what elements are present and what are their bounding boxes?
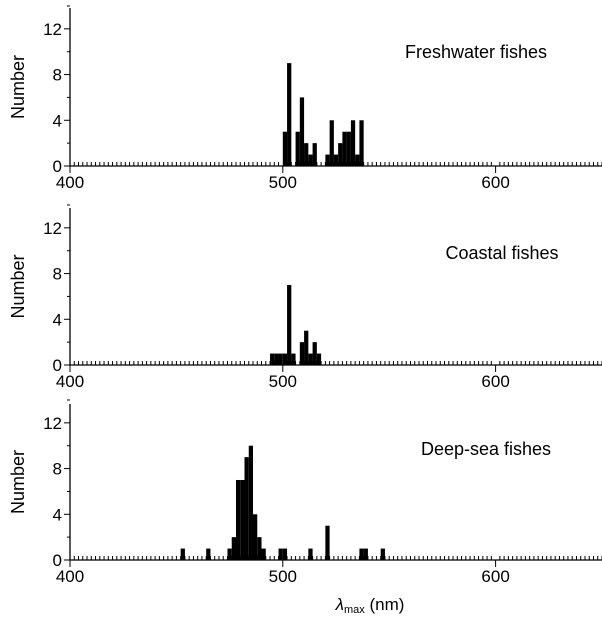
bar	[338, 143, 343, 166]
bar	[282, 548, 288, 560]
bar	[248, 445, 254, 560]
y-tick-label: 0	[53, 551, 62, 570]
bar	[350, 120, 356, 166]
x-tick-label: 600	[481, 173, 509, 192]
bar	[363, 548, 368, 560]
bar	[312, 143, 317, 166]
bar	[287, 284, 292, 365]
bar	[359, 120, 364, 166]
bar	[359, 548, 364, 560]
panel-label: Deep-sea fishes	[421, 439, 551, 459]
y-axis-label: Number	[8, 450, 28, 514]
bar	[282, 353, 288, 365]
bar	[287, 63, 292, 166]
x-tick-label: 400	[56, 173, 84, 192]
bar	[180, 548, 185, 560]
x-tick-label: 500	[269, 173, 297, 192]
y-tick-label: 4	[53, 310, 62, 329]
bar	[346, 131, 351, 166]
bar	[380, 548, 385, 560]
bar	[295, 131, 300, 166]
x-tick-label: 500	[269, 567, 297, 586]
bar	[333, 154, 339, 166]
bar	[325, 154, 330, 166]
panel-0: 0 4 8 12 400 500 600 Number Freshwater fishes	[8, 5, 602, 192]
y-tick-label: 12	[43, 219, 62, 238]
bar	[206, 548, 211, 560]
bar	[270, 353, 275, 365]
bar	[257, 537, 262, 560]
bar	[278, 353, 283, 365]
bar	[282, 131, 288, 166]
bar	[299, 97, 305, 166]
bar	[308, 353, 313, 365]
panel-label: Coastal fishes	[445, 243, 558, 263]
y-axis-label: Number	[8, 254, 28, 318]
y-tick-label: 4	[53, 505, 62, 524]
bar	[325, 525, 330, 560]
x-axis-label: λmax (nm)	[335, 595, 405, 616]
x-axis-label-symbol: λ	[335, 595, 344, 614]
bar	[308, 548, 313, 560]
x-tick-label: 600	[481, 372, 509, 391]
bar	[231, 537, 236, 560]
panel-1: 0 4 8 12 400 500 600 Number Coastal fishes	[8, 204, 602, 391]
y-tick-label: 8	[53, 460, 62, 479]
bar	[227, 548, 232, 560]
bar	[304, 143, 309, 166]
y-tick-label: 12	[43, 414, 62, 433]
bar	[240, 479, 245, 560]
x-tick-label: 400	[56, 567, 84, 586]
x-tick-label: 400	[56, 372, 84, 391]
y-tick-label: 0	[53, 157, 62, 176]
y-axis-label: Number	[8, 55, 28, 119]
y-tick-label: 0	[53, 356, 62, 375]
panel-2: 0 4 8 12 400 500 600 Number Deep-sea fishes	[8, 399, 602, 586]
bar	[304, 330, 309, 365]
y-tick-label: 8	[53, 66, 62, 85]
y-tick-label: 8	[53, 265, 62, 284]
bar	[342, 131, 347, 166]
bar	[253, 514, 258, 560]
bar	[244, 457, 249, 560]
bar	[299, 342, 305, 365]
x-tick-label: 500	[269, 372, 297, 391]
bar	[261, 548, 266, 560]
bar	[312, 342, 317, 365]
bar	[308, 154, 313, 166]
bar	[329, 120, 334, 166]
x-axis-label-unit: (nm)	[365, 595, 405, 614]
bar	[278, 548, 283, 560]
y-tick-label: 12	[43, 20, 62, 39]
bar	[291, 353, 296, 365]
x-tick-label: 600	[481, 567, 509, 586]
panel-label: Freshwater fishes	[405, 42, 547, 62]
x-axis-label-subscript: max	[344, 604, 365, 616]
bar	[316, 353, 322, 365]
bar	[355, 154, 360, 166]
bar	[235, 479, 241, 560]
y-tick-label: 4	[53, 111, 62, 130]
bar	[274, 353, 279, 365]
